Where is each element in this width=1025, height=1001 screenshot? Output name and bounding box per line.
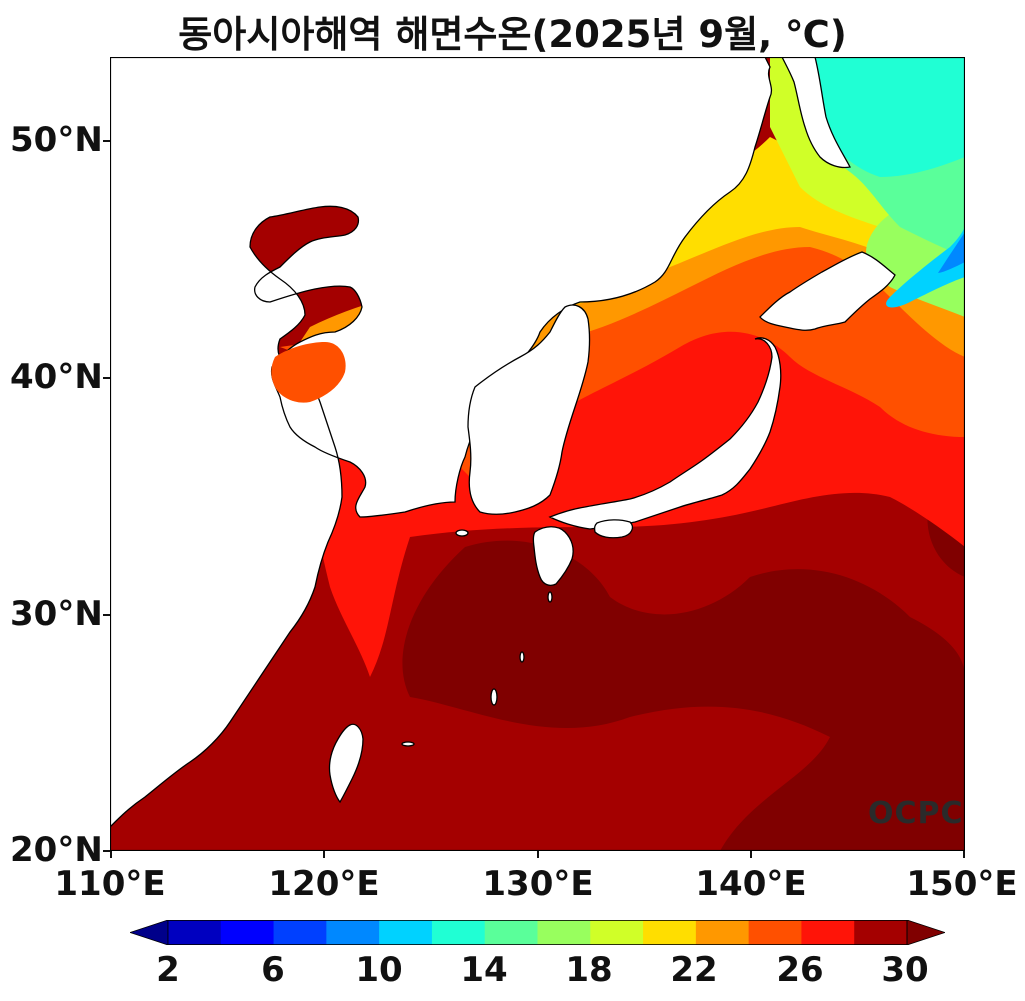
ocpc-watermark: OCPC [868,796,964,831]
colorbar-extend-over [906,919,947,946]
colorbar-segment [854,920,908,945]
taiwan-island [328,723,364,804]
bohai-bay [271,342,346,403]
lon-tick [110,851,112,858]
colorbar-tick-label: 30 [881,950,929,990]
colorbar-segment [220,920,275,945]
colorbar-segment [484,920,538,945]
colorbar-tick-label: 14 [460,950,508,990]
lat-label-50n: 50°N [10,120,103,160]
honshu-island [548,337,782,530]
colorbar-segment [431,920,486,945]
colorbar-segment [273,920,327,945]
shikoku-island [593,519,633,539]
sst-band-11 [886,227,965,308]
colorbar-segment [748,920,802,945]
colorbar-tick-label: 2 [156,950,180,990]
lon-tick [963,851,965,858]
sst-band-9 [938,232,965,273]
sst-band-13 [815,57,965,177]
lon-tick [323,851,325,858]
lat-label-30n: 30°N [10,594,103,634]
colorbar-segment [379,920,433,945]
lat-tick [103,614,110,616]
lon-label-130e: 130°E [482,864,594,904]
colorbar-tick-label: 22 [670,950,718,990]
okinawa-island [490,688,498,706]
small-island [519,651,525,663]
colorbar-segment [643,920,697,945]
sst-map [110,57,965,851]
lat-tick [103,140,110,142]
lat-tick [103,850,110,852]
hokkaido-island [759,251,896,331]
colorbar-tick-label: 10 [355,950,403,990]
kyushu-island [532,526,574,586]
lon-label-150e: 150°E [906,864,1018,904]
colorbar-segment [590,920,644,945]
small-island [401,741,415,747]
colorbar-segment [168,920,222,945]
map-frame [110,57,965,851]
korean-peninsula [467,304,591,515]
lat-label-20n: 20°N [10,830,103,870]
map-title: 동아시아해역 해면수온(2025년 9월, ℃) [178,13,847,56]
lat-label-40n: 40°N [10,357,103,397]
colorbar-tick-label: 6 [261,950,285,990]
lon-tick [750,851,752,858]
jeju-island [455,529,469,537]
colorbar-segment [537,920,591,945]
colorbar-segment [801,920,855,945]
colorbar-tick-label: 18 [565,950,613,990]
lon-label-110e: 110°E [54,864,166,904]
lat-tick [103,377,110,379]
colorbar-svg [128,919,947,946]
lon-label-120e: 120°E [268,864,380,904]
colorbar-extend-under [128,919,169,946]
lon-tick [537,851,539,858]
sst-band-30plus [402,540,965,851]
colorbar [128,919,947,946]
colorbar-outline [167,920,908,945]
sst-map-canvas [110,57,965,851]
colorbar-tick-label: 26 [776,950,824,990]
colorbar-segment [695,920,750,945]
sakhalin-island [781,57,851,169]
lon-label-140e: 140°E [695,864,807,904]
colorbar-segment [326,920,380,945]
small-island [547,591,553,603]
